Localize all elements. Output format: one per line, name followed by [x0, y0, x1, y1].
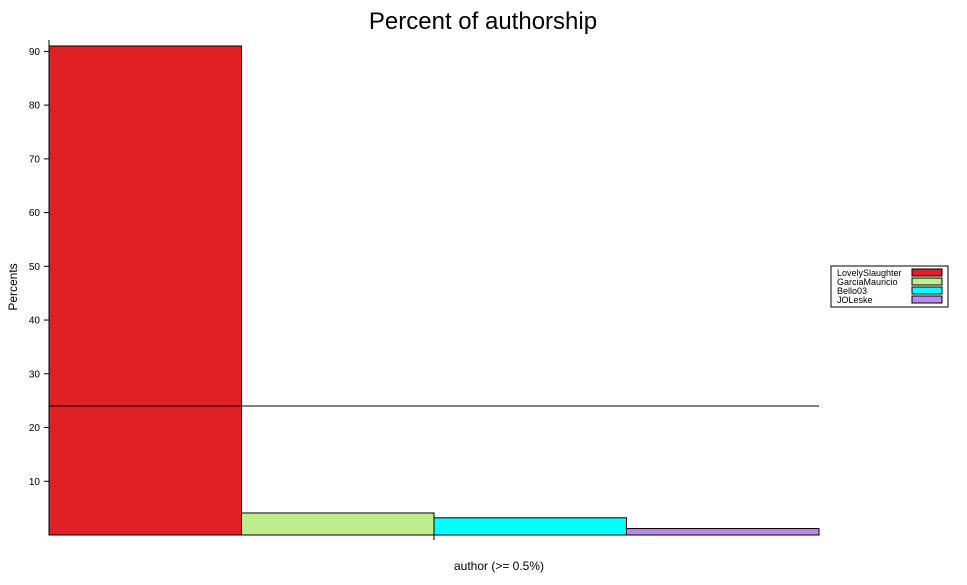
legend-swatch: [911, 286, 943, 295]
legend-swatch: [911, 295, 943, 304]
legend-swatch: [911, 268, 943, 277]
bar-joleske: [626, 528, 820, 536]
y-tick-label: 10: [29, 477, 41, 488]
y-tick-label: 90: [29, 47, 41, 58]
legend-label: GarciaMauricio: [837, 277, 898, 287]
x-axis-label: author (>= 0.5%): [454, 559, 544, 573]
bar-lovelyslaughter: [48, 45, 242, 536]
chart-title: Percent of authorship: [369, 8, 597, 35]
legend-label: JOLeske: [837, 295, 873, 305]
legend-swatch: [911, 277, 943, 286]
bar-garciamauricio: [241, 512, 435, 536]
y-tick-label: 30: [29, 369, 41, 380]
y-axis-label: Percents: [6, 263, 20, 310]
legend-label: LovelySlaughter: [837, 268, 902, 278]
y-tick-label: 20: [29, 423, 41, 434]
y-tick-label: 40: [29, 316, 41, 327]
y-tick-label: 60: [29, 208, 41, 219]
bar-bello03: [433, 517, 627, 536]
y-tick-label: 80: [29, 101, 41, 112]
y-tick-label: 50: [29, 262, 41, 273]
legend-label: Bello03: [837, 286, 867, 296]
plot-area: 10 20 30 40 50 60 70 80 90: [29, 40, 820, 540]
legend: LovelySlaughterGarciaMauricioBello03JOLe…: [830, 265, 949, 308]
y-tick-label: 70: [29, 154, 41, 165]
